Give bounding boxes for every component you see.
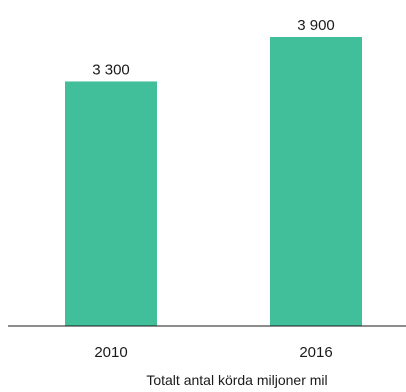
data-label-2016: 3 900 — [297, 17, 335, 34]
bar-2016 — [270, 37, 362, 326]
data-labels-group: 3 300 3 900 — [92, 17, 335, 78]
data-label-2010: 3 300 — [92, 61, 130, 78]
x-tick-labels-group: 2010 2016 — [94, 344, 332, 361]
bar-2010 — [65, 81, 157, 326]
x-tick-label-2010: 2010 — [94, 344, 127, 361]
bars-group — [65, 37, 362, 326]
x-axis-title: Totalt antal körda miljoner mil — [146, 372, 327, 388]
x-tick-label-2016: 2016 — [299, 344, 332, 361]
